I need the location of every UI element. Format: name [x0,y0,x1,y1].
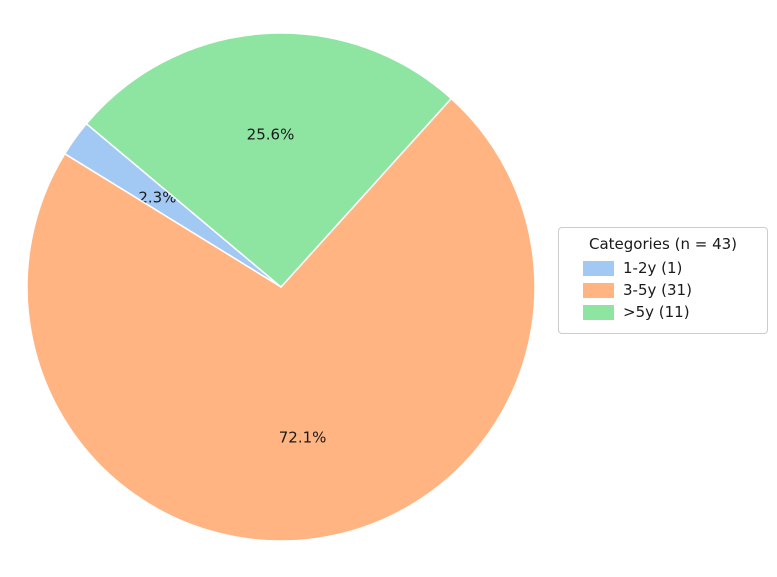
pct-label-2: 25.6% [247,126,295,144]
pie-slice-2 [85,32,453,288]
legend-title: Categories (n = 43) [588,235,738,253]
pie-slice-1 [26,97,536,542]
legend: Categories (n = 43) 1-2y (1) 3-5y (31) >… [558,227,768,334]
legend-label: >5y (11) [623,303,690,321]
legend-swatch-3-5y [583,282,614,298]
legend-label: 3-5y (31) [623,281,692,299]
pct-label-0: 2.3% [138,188,176,206]
legend-swatch-gt5y [583,304,614,320]
legend-label: 1-2y (1) [623,259,683,277]
legend-item: >5y (11) [583,303,757,321]
legend-item: 1-2y (1) [583,259,757,277]
legend-swatch-1-2y [583,260,614,276]
legend-item: 3-5y (31) [583,281,757,299]
pct-label-1: 72.1% [279,428,327,446]
